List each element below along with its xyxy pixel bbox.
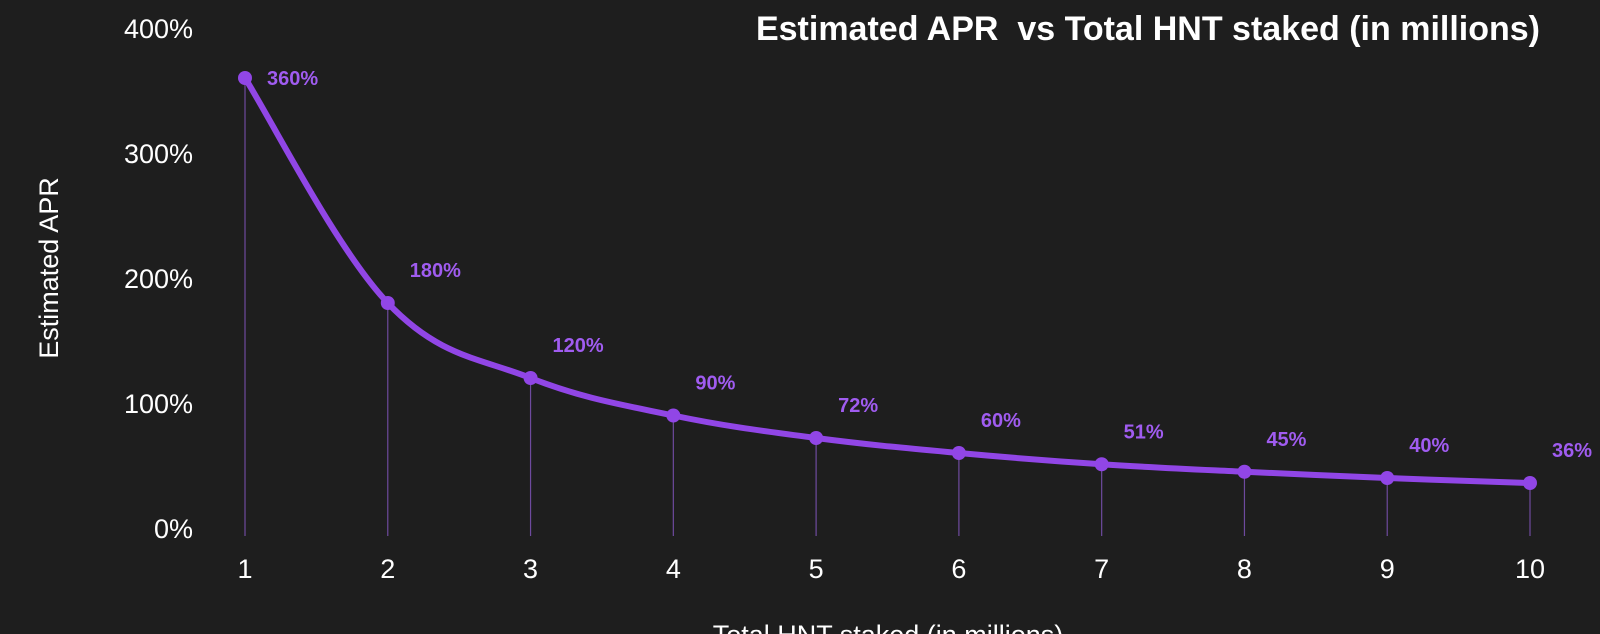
data-labels: 360% 180% 120% 90% 72% 60% 51% 45% 40% 36%: [267, 68, 1592, 462]
x-tick-label: 2: [380, 554, 395, 584]
data-point: [1094, 457, 1109, 472]
x-tick-label: 8: [1237, 554, 1252, 584]
data-label: 90%: [695, 373, 735, 395]
data-label: 360%: [267, 68, 318, 90]
x-tick-label: 10: [1515, 554, 1545, 584]
data-label: 36%: [1552, 440, 1592, 462]
data-label: 72%: [838, 395, 878, 417]
data-points: [238, 71, 1537, 490]
y-tick-label: 100%: [124, 389, 193, 419]
x-axis-ticks: 1 2 3 4 5 6 7 8 9 10: [237, 554, 1545, 584]
data-point: [1380, 471, 1395, 485]
y-tick-label: 0%: [154, 514, 193, 544]
data-label: 51%: [1124, 421, 1164, 443]
data-point: [523, 371, 538, 385]
x-tick-label: 3: [523, 554, 538, 584]
data-point: [238, 71, 252, 85]
data-label: 60%: [981, 410, 1021, 432]
x-tick-label: 4: [666, 554, 681, 584]
data-point: [1237, 464, 1252, 479]
x-tick-label: 9: [1380, 554, 1395, 584]
x-tick-label: 1: [237, 554, 252, 584]
y-tick-label: 200%: [124, 264, 193, 294]
data-label: 180%: [410, 260, 461, 282]
x-tick-label: 7: [1094, 554, 1109, 584]
y-axis-title: Estimated APR: [34, 177, 64, 359]
data-point: [380, 296, 395, 310]
data-label: 45%: [1266, 429, 1306, 451]
data-point: [951, 446, 966, 460]
x-axis-title: Total HNT staked (in millions): [713, 620, 1064, 634]
data-point: [1523, 476, 1537, 490]
y-tick-label: 400%: [124, 14, 193, 44]
series-line: [242, 75, 1533, 486]
data-label: 40%: [1409, 435, 1449, 457]
data-point: [666, 408, 681, 423]
drop-lines: [244, 78, 1531, 536]
y-axis-ticks: 0% 100% 200% 300% 400%: [124, 14, 193, 544]
data-point: [809, 431, 824, 445]
chart-title: Estimated APR vs Total HNT staked (in mi…: [756, 10, 1540, 48]
y-tick-label: 300%: [124, 139, 193, 169]
x-tick-label: 6: [951, 554, 966, 584]
x-tick-label: 5: [809, 554, 824, 584]
data-label: 120%: [553, 335, 604, 357]
